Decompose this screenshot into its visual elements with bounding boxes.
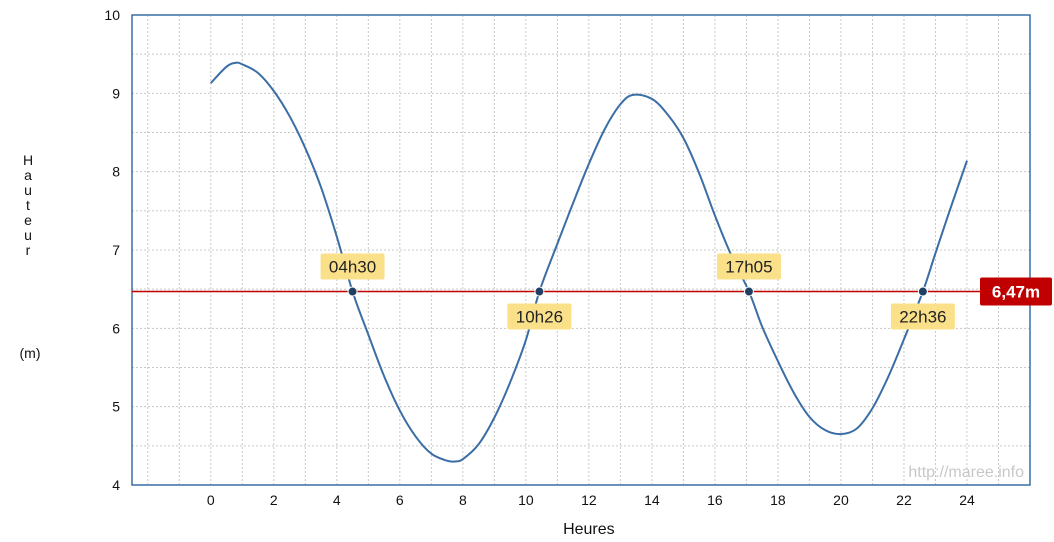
crossing-callout-label: 17h05 — [725, 258, 772, 277]
level-badge-box — [980, 277, 1052, 306]
x-tick-label: 14 — [644, 492, 660, 508]
crossing-callout-box — [320, 253, 385, 280]
x-tick-label: 24 — [959, 492, 975, 508]
y-axis-label-letter: t — [26, 197, 30, 213]
y-tick-label: 7 — [112, 242, 120, 258]
y-axis-unit: (m) — [20, 345, 41, 361]
y-tick-label: 4 — [112, 477, 120, 493]
crossing-callout-box — [507, 303, 572, 330]
x-axis-label: Heures — [563, 521, 615, 538]
x-tick-label: 8 — [459, 492, 467, 508]
x-tick-label: 20 — [833, 492, 849, 508]
x-tick-label: 4 — [333, 492, 341, 508]
grid-lines — [132, 15, 1030, 485]
y-axis-label-letter: u — [24, 182, 32, 198]
x-tick-label: 2 — [270, 492, 278, 508]
crossing-point — [743, 286, 754, 297]
x-tick-labels: 0 2 4 6 8 10 12 14 16 18 20 22 24 — [207, 492, 975, 508]
x-tick-label: 18 — [770, 492, 786, 508]
y-tick-label: 9 — [112, 85, 120, 101]
crossing-callout-label: 10h26 — [516, 308, 563, 327]
y-axis-label-letter: a — [24, 167, 32, 183]
x-tick-label: 6 — [396, 492, 404, 508]
x-tick-label: 12 — [581, 492, 597, 508]
y-tick-label: 5 — [112, 399, 120, 415]
level-badge-label: 6,47m — [992, 283, 1040, 302]
crossing-callouts: 04h30 10h26 17h05 22h36 — [320, 253, 955, 330]
level-badge: 6,47m — [980, 277, 1052, 306]
x-tick-label: 0 — [207, 492, 215, 508]
crossing-callout-box — [716, 253, 781, 280]
y-tick-labels: 4 5 6 7 8 9 10 — [104, 7, 120, 493]
crossing-callout-label: 22h36 — [899, 308, 946, 327]
y-tick-label: 8 — [112, 164, 120, 180]
y-tick-label: 10 — [104, 7, 120, 23]
watermark: http://maree.info — [908, 464, 1024, 481]
y-tick-label: 6 — [112, 320, 120, 336]
x-tick-label: 16 — [707, 492, 723, 508]
crossing-point — [347, 286, 358, 297]
crossing-point — [534, 286, 545, 297]
plot-frame — [131, 14, 1031, 486]
y-axis-label-letter: e — [24, 212, 32, 228]
y-axis-label-letter: u — [24, 227, 32, 243]
crossing-point — [917, 286, 928, 297]
crossing-points — [347, 286, 928, 297]
crossing-callout-label: 04h30 — [329, 258, 376, 277]
tide-curve — [210, 61, 968, 463]
y-axis-label-letter: r — [26, 242, 31, 258]
x-tick-label: 10 — [518, 492, 534, 508]
x-tick-label: 22 — [896, 492, 912, 508]
y-axis-label-letter: H — [23, 152, 33, 168]
crossing-callout-box — [890, 303, 955, 330]
